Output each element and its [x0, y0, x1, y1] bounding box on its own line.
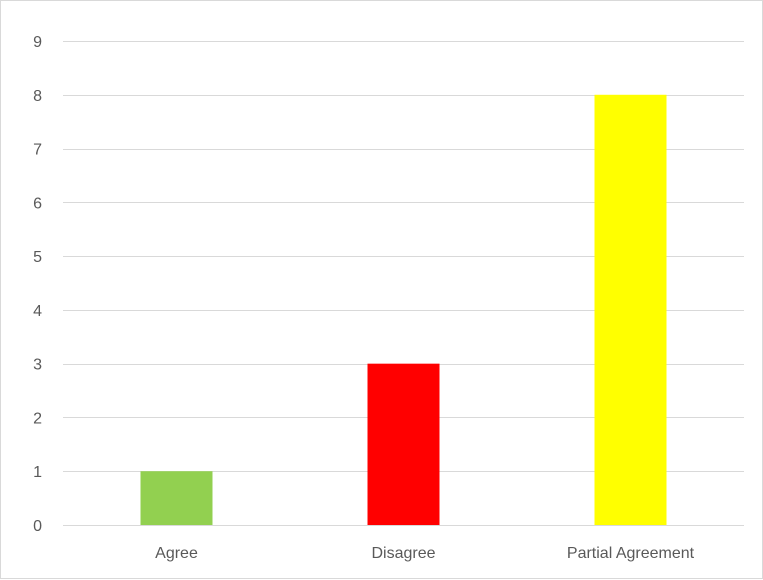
y-tick-label: 1: [33, 464, 42, 481]
bar-agree: [140, 471, 213, 525]
y-tick-label: 7: [33, 142, 42, 159]
y-axis-tick-labels: 0 1 2 3 4 5 6 7 8 9: [33, 34, 42, 535]
y-tick-label: 8: [33, 88, 42, 105]
x-tick-label: Disagree: [371, 545, 435, 562]
y-tick-label: 3: [33, 357, 42, 374]
x-tick-label: Partial Agreement: [567, 545, 695, 562]
x-axis-tick-labels: Agree Disagree Partial Agreement: [155, 545, 694, 562]
y-tick-label: 4: [33, 303, 42, 320]
y-tick-label: 5: [33, 249, 42, 266]
y-tick-label: 0: [33, 518, 42, 535]
bar-disagree: [367, 363, 440, 525]
x-tick-label: Agree: [155, 545, 198, 562]
y-tick-label: 9: [33, 34, 42, 51]
bar-partial-agreement: [594, 94, 667, 526]
y-tick-label: 6: [33, 195, 42, 212]
y-tick-label: 2: [33, 410, 42, 427]
bars: [140, 94, 667, 526]
